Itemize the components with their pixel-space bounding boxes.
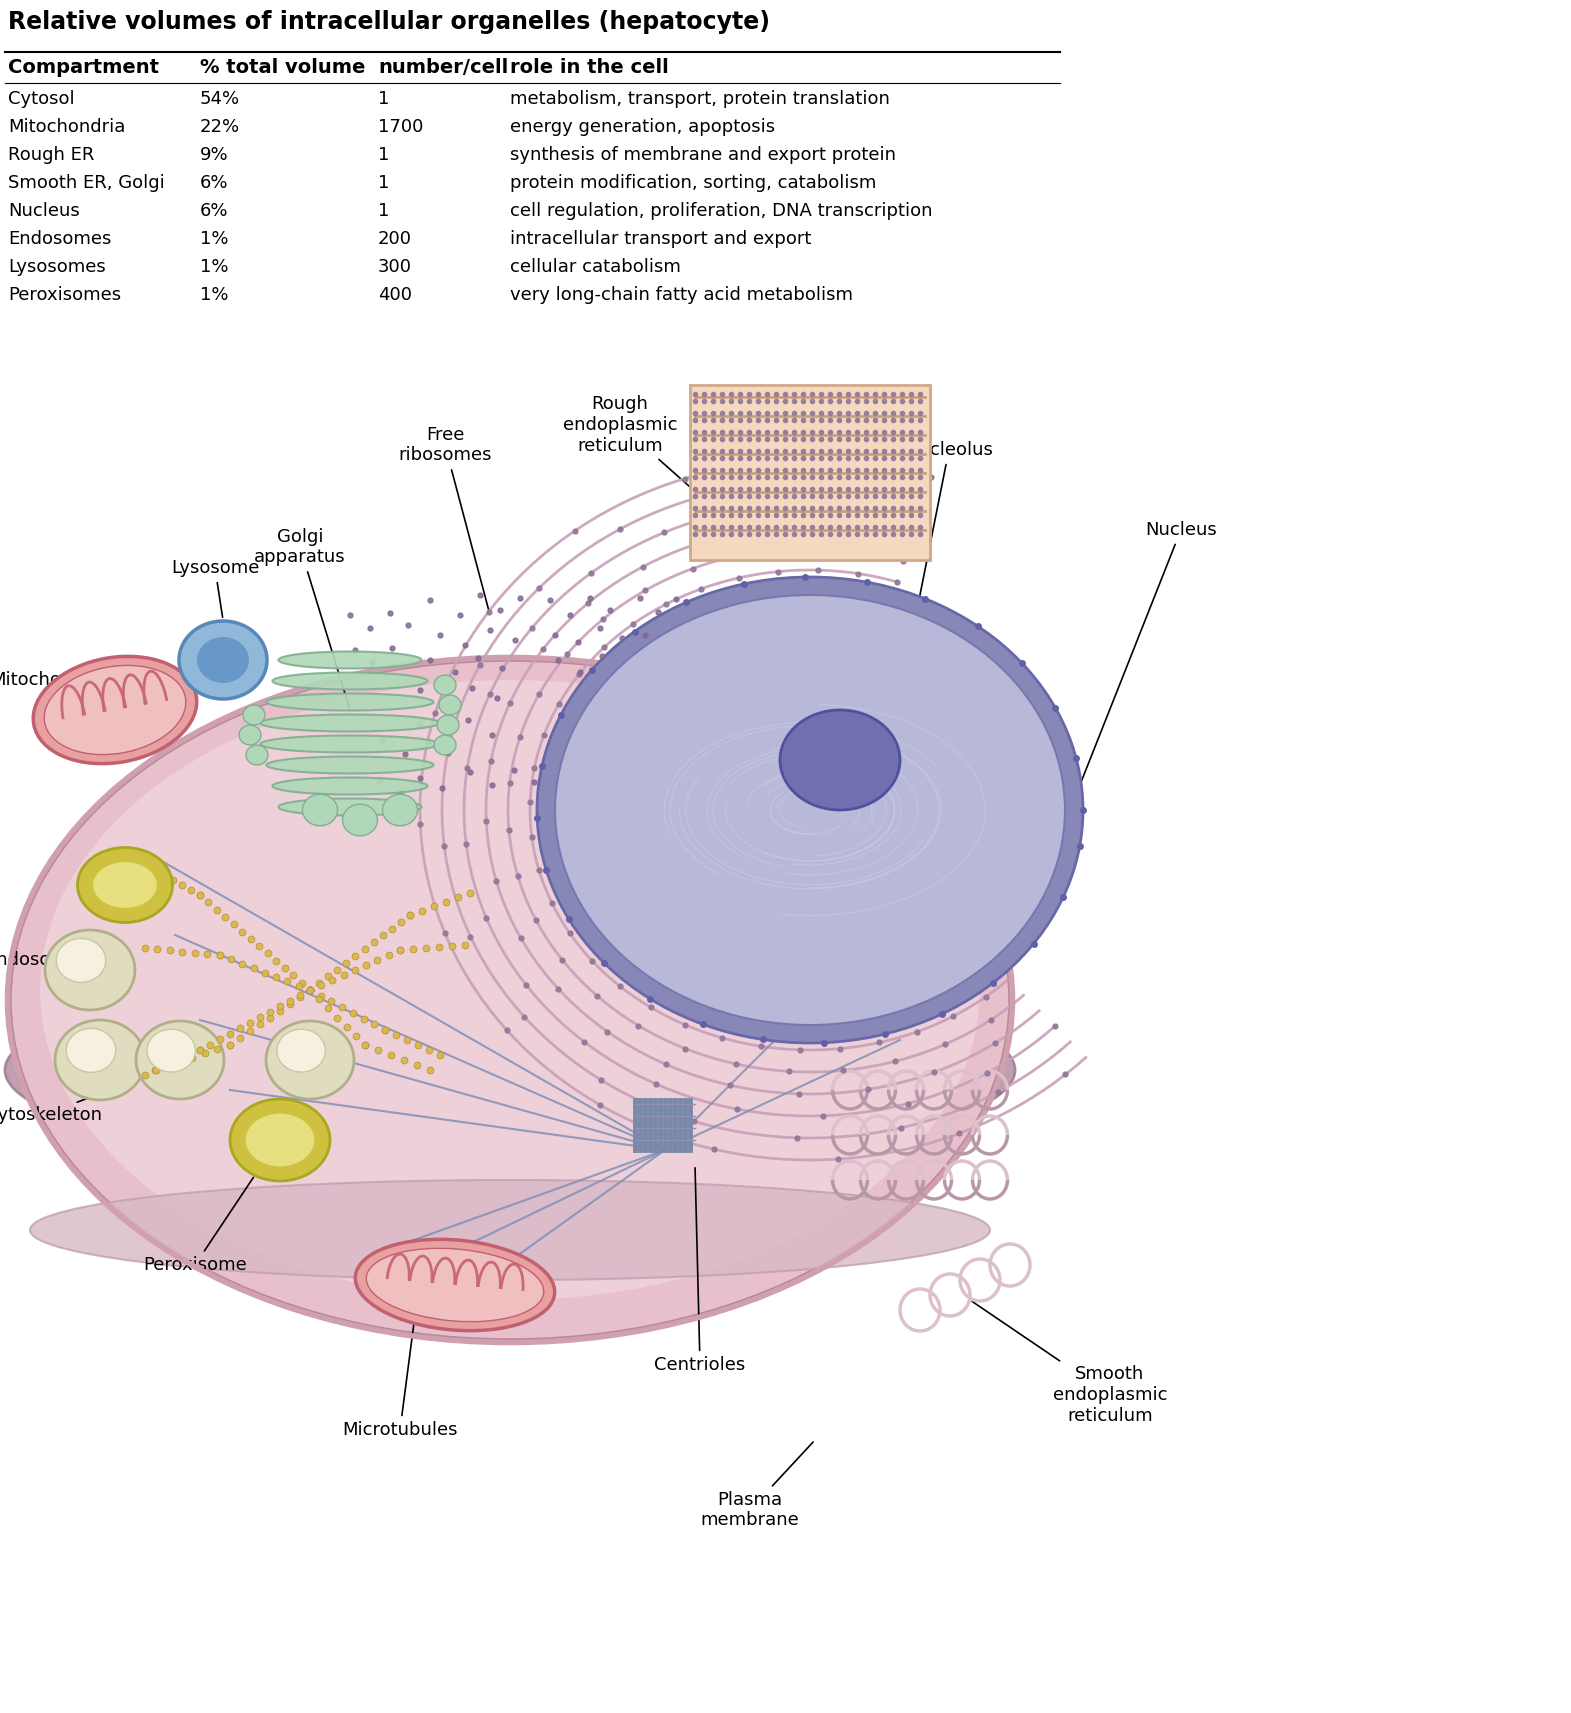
- Text: Free
ribosomes: Free ribosomes: [399, 425, 492, 612]
- Text: Nucleus: Nucleus: [1071, 521, 1218, 807]
- Ellipse shape: [366, 1249, 544, 1322]
- Ellipse shape: [30, 1180, 990, 1280]
- Text: 400: 400: [379, 286, 412, 303]
- Ellipse shape: [342, 803, 377, 836]
- Text: Rough
endoplasmic
reticulum: Rough endoplasmic reticulum: [562, 396, 748, 538]
- Ellipse shape: [247, 745, 269, 766]
- Ellipse shape: [267, 694, 434, 711]
- Text: Cytosol: Cytosol: [8, 91, 75, 108]
- Ellipse shape: [278, 651, 421, 668]
- Text: Nucleus: Nucleus: [8, 202, 80, 219]
- Ellipse shape: [382, 795, 418, 826]
- Text: 300: 300: [379, 259, 412, 276]
- Ellipse shape: [93, 862, 157, 908]
- Text: 1: 1: [379, 146, 390, 164]
- Ellipse shape: [272, 778, 427, 795]
- Text: Centrioles: Centrioles: [655, 1168, 746, 1374]
- Text: Nucleolus: Nucleolus: [891, 440, 993, 742]
- Ellipse shape: [278, 798, 421, 815]
- Ellipse shape: [46, 930, 135, 1011]
- Text: Microtubules: Microtubules: [342, 1317, 457, 1439]
- Text: Golgi
apparatus: Golgi apparatus: [255, 528, 349, 707]
- Text: 1: 1: [379, 202, 390, 219]
- Text: number/cell: number/cell: [379, 58, 509, 77]
- Ellipse shape: [179, 622, 267, 699]
- Ellipse shape: [196, 637, 248, 683]
- Ellipse shape: [276, 1030, 325, 1072]
- Ellipse shape: [55, 1019, 145, 1100]
- Text: Compartment: Compartment: [8, 58, 159, 77]
- Text: 1: 1: [379, 175, 390, 192]
- Text: Peroxisomes: Peroxisomes: [8, 286, 121, 303]
- Text: protein modification, sorting, catabolism: protein modification, sorting, catabolis…: [511, 175, 877, 192]
- Text: Lysosome: Lysosome: [171, 558, 259, 617]
- Text: Rough ER: Rough ER: [8, 146, 94, 164]
- Ellipse shape: [77, 848, 173, 923]
- Text: Smooth
endoplasmic
reticulum: Smooth endoplasmic reticulum: [972, 1302, 1167, 1425]
- Text: Lysosomes: Lysosomes: [8, 259, 105, 276]
- Text: 9%: 9%: [200, 146, 229, 164]
- Ellipse shape: [66, 1028, 116, 1072]
- Ellipse shape: [438, 695, 460, 714]
- Ellipse shape: [261, 714, 440, 731]
- Text: role in the cell: role in the cell: [511, 58, 669, 77]
- Ellipse shape: [244, 706, 265, 725]
- Ellipse shape: [779, 709, 900, 810]
- Text: 6%: 6%: [200, 175, 228, 192]
- Ellipse shape: [355, 1238, 555, 1331]
- Text: metabolism, transport, protein translation: metabolism, transport, protein translati…: [511, 91, 889, 108]
- Text: % total volume: % total volume: [200, 58, 366, 77]
- Text: Cytoskeleton: Cytoskeleton: [0, 1065, 173, 1124]
- Text: 1%: 1%: [200, 230, 228, 248]
- Ellipse shape: [303, 795, 338, 826]
- Text: Endosomes: Endosomes: [8, 230, 112, 248]
- Ellipse shape: [245, 1113, 316, 1167]
- Ellipse shape: [137, 1021, 225, 1100]
- Ellipse shape: [239, 725, 261, 745]
- Text: Endosome: Endosome: [0, 951, 79, 973]
- Text: 200: 200: [379, 230, 412, 248]
- Ellipse shape: [272, 673, 427, 690]
- Text: Mitochondria: Mitochondria: [8, 118, 126, 135]
- Text: Relative volumes of intracellular organelles (hepatocyte): Relative volumes of intracellular organe…: [8, 10, 770, 34]
- Text: very long-chain fatty acid metabolism: very long-chain fatty acid metabolism: [511, 286, 853, 303]
- Ellipse shape: [261, 735, 440, 752]
- Text: Peroxisome: Peroxisome: [143, 1177, 253, 1274]
- Ellipse shape: [267, 757, 434, 774]
- Ellipse shape: [57, 939, 105, 982]
- Ellipse shape: [9, 660, 1010, 1340]
- Text: 22%: 22%: [200, 118, 240, 135]
- Text: 1%: 1%: [200, 259, 228, 276]
- FancyBboxPatch shape: [690, 385, 930, 560]
- Ellipse shape: [265, 1021, 353, 1100]
- Text: cell regulation, proliferation, DNA transcription: cell regulation, proliferation, DNA tran…: [511, 202, 933, 219]
- Ellipse shape: [434, 675, 456, 695]
- Text: 1%: 1%: [200, 286, 228, 303]
- Ellipse shape: [437, 714, 459, 735]
- Text: 54%: 54%: [200, 91, 240, 108]
- Ellipse shape: [5, 970, 1015, 1170]
- Ellipse shape: [537, 577, 1082, 1043]
- Text: energy generation, apoptosis: energy generation, apoptosis: [511, 118, 775, 135]
- Text: Plasma
membrane: Plasma membrane: [701, 1442, 814, 1530]
- Ellipse shape: [44, 665, 185, 755]
- Text: 1: 1: [379, 91, 390, 108]
- Ellipse shape: [33, 656, 196, 764]
- Text: cellular catabolism: cellular catabolism: [511, 259, 680, 276]
- Text: synthesis of membrane and export protein: synthesis of membrane and export protein: [511, 146, 895, 164]
- Ellipse shape: [434, 735, 456, 755]
- Text: 6%: 6%: [200, 202, 228, 219]
- Text: Smooth ER, Golgi: Smooth ER, Golgi: [8, 175, 165, 192]
- Ellipse shape: [39, 680, 980, 1300]
- Ellipse shape: [148, 1030, 195, 1072]
- Text: Mitochondrion: Mitochondrion: [0, 671, 119, 707]
- Text: 1700: 1700: [379, 118, 423, 135]
- Ellipse shape: [229, 1100, 330, 1180]
- Ellipse shape: [555, 594, 1065, 1024]
- Text: intracellular transport and export: intracellular transport and export: [511, 230, 811, 248]
